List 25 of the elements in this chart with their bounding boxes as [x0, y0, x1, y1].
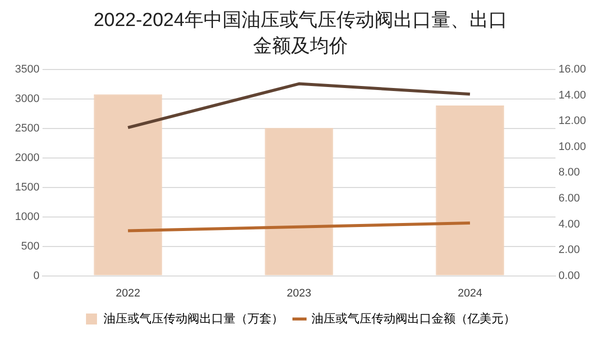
y2-tick-label: 2.00 [558, 244, 580, 256]
y-tick-label: 0 [33, 270, 40, 282]
y-tick-label: 1000 [14, 210, 40, 223]
y2-tick-label: 12.00 [558, 115, 586, 128]
x-tick-label: 2024 [458, 287, 482, 300]
y2-tick-label: 4.00 [558, 218, 580, 230]
y2-tick-label: 14.00 [558, 89, 586, 102]
y2-tick-label: 0.00 [558, 270, 580, 282]
y-tick-label: 500 [21, 240, 40, 252]
y-tick-label: 3000 [14, 93, 40, 106]
legend-label: 油压或气压传动阀出口量（万套） [104, 311, 284, 326]
y-tick-label: 3500 [14, 64, 40, 76]
x-tick-label: 2023 [286, 287, 312, 300]
y2-tick-label: 8.00 [558, 166, 580, 179]
y-tick-label: 2000 [14, 152, 40, 164]
bar [94, 94, 162, 276]
bar [436, 106, 504, 276]
y2-tick-label: 10.00 [558, 140, 586, 153]
x-tick-label: 2022 [116, 287, 140, 300]
chart-title: 2022-2024年中国油压或气压传动阀出口量、出口金额及均价 [92, 9, 508, 59]
legend-label: 油压或气压传动阀出口金额（亿美元） [312, 311, 516, 326]
y-tick-label: 1500 [14, 181, 40, 194]
y2-tick-label: 6.00 [558, 192, 580, 205]
y2-tick-label: 16.00 [558, 64, 586, 76]
y-tick-label: 2500 [14, 122, 40, 135]
